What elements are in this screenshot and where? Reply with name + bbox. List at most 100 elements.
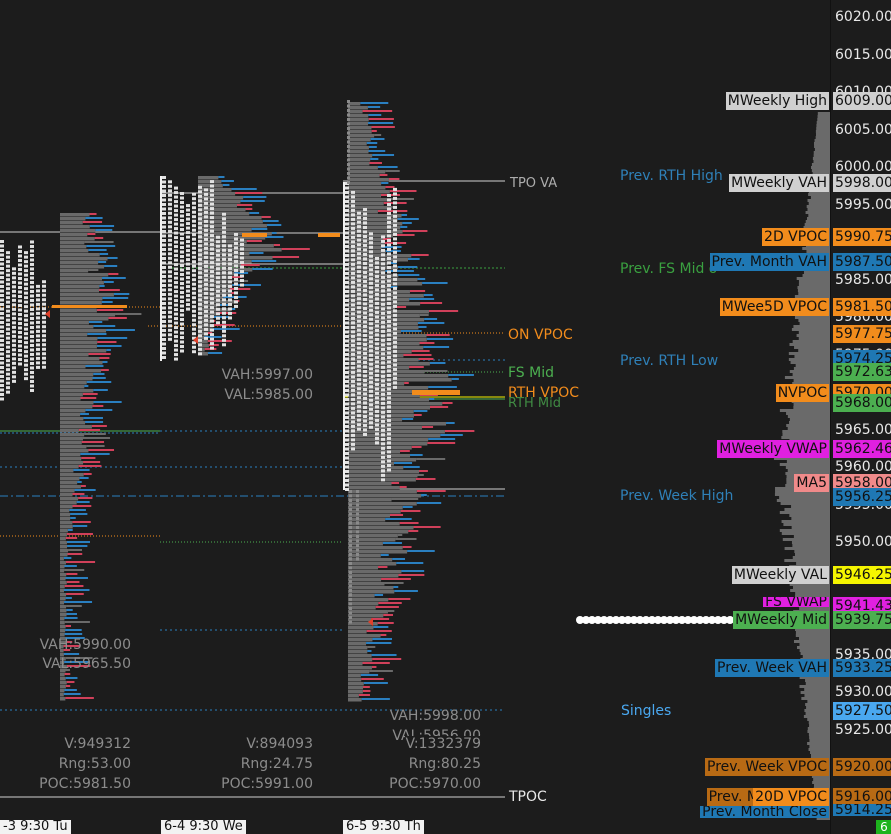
- day1-tpo: [24, 309, 28, 313]
- singles-dot: [690, 616, 698, 624]
- day1-tpo: [0, 325, 4, 329]
- day3-profile-bar: [348, 486, 400, 490]
- axis-price-tag: 5941.43: [833, 597, 891, 615]
- day3-tpo: [351, 307, 355, 311]
- day2-tpo: [192, 264, 196, 268]
- day2-tpo: [180, 286, 184, 290]
- day1-tpo: [36, 352, 40, 356]
- day2-tpo: [216, 244, 220, 248]
- day1-close-marker: [45, 310, 50, 318]
- composite-bar: [787, 469, 830, 472]
- day3-tpo: [351, 204, 355, 208]
- day3-tpo: [375, 346, 379, 350]
- singles-dot: [612, 616, 620, 624]
- day2-profile-bar: [198, 276, 233, 280]
- day2-tpo: [162, 351, 166, 355]
- day3-profile-bar: [348, 134, 375, 138]
- day3-profile-bar: [348, 154, 373, 158]
- day1-tpo: [18, 272, 22, 276]
- day3-profile-delta-bar: [428, 310, 459, 312]
- day3-tpo: [375, 351, 379, 355]
- day1-profile-delta-bar: [72, 505, 92, 507]
- day1-tpo: [42, 298, 46, 302]
- day3-tpo: [381, 433, 385, 437]
- day1-tpo: [42, 316, 46, 320]
- day2-tpo: [198, 226, 202, 230]
- day1-tpo: [24, 341, 28, 345]
- day3-tpo: [369, 326, 373, 330]
- composite-bar: [810, 196, 830, 199]
- day3-tpo: [381, 289, 385, 293]
- day3-tpo: [351, 433, 355, 437]
- day2-tpo: [210, 193, 214, 197]
- day2-tpo: [216, 249, 220, 253]
- day3-tpo: [369, 425, 373, 429]
- composite-bar: [803, 226, 830, 229]
- day3-singles: [349, 580, 352, 583]
- day2-tpo: [186, 217, 190, 221]
- day3-tpo: [351, 393, 355, 397]
- day3-tpo: [387, 450, 391, 454]
- day3-tpo: [363, 212, 367, 216]
- day3-tpo: [381, 352, 385, 356]
- day3-tpo: [387, 193, 391, 197]
- day3-tpo: [345, 483, 349, 487]
- day1-profile-bar: [60, 681, 67, 685]
- time-axis[interactable]: -3 9:30 Tu 6-4 9:30 We 6-5 9:30 Th: [0, 820, 830, 834]
- day3-profile-delta-bar: [400, 450, 410, 452]
- composite-bar: [805, 682, 830, 685]
- day2-profile-delta-bar: [251, 260, 277, 262]
- day3-profile-delta-bar: [398, 574, 425, 576]
- day3-profile-bar: [348, 398, 430, 402]
- day2-tpo: [174, 276, 178, 280]
- day3-singles: [349, 557, 352, 561]
- day3-tpo: [357, 364, 361, 368]
- day2-tpo: [192, 219, 196, 223]
- day3-tpo: [387, 418, 391, 422]
- day3-profile-bar: [348, 582, 385, 586]
- composite-bar: [812, 157, 830, 160]
- day2-tpo: [216, 321, 220, 325]
- day2-tpo: [162, 207, 166, 211]
- day3-tpo: [387, 423, 391, 427]
- day3-tpo: [381, 248, 385, 252]
- day1-profile-bar: [60, 453, 81, 457]
- composite-bar: [796, 646, 830, 649]
- day1-profile-bar: [60, 497, 79, 501]
- composite-bar: [804, 223, 830, 226]
- day2-profile-bar: [198, 236, 266, 240]
- composite-bar: [795, 628, 830, 631]
- day2-profile-delta-bar: [204, 336, 222, 338]
- day2-profile-bar: [198, 312, 217, 316]
- day3-profile-delta-bar: [392, 234, 415, 236]
- day3-profile-bar: [348, 202, 384, 206]
- day3-tpo: [387, 216, 391, 220]
- day3-singles: [349, 575, 352, 579]
- day3-singles: [356, 553, 359, 556]
- day3-profile-delta-bar: [399, 486, 407, 488]
- price-axis[interactable]: 6020.006015.006010.006005.006000.005995.…: [830, 0, 891, 834]
- day2-tpo: [222, 298, 226, 302]
- day1-tpo: [12, 321, 16, 325]
- day3-tpo: [381, 473, 385, 477]
- day3-tpo: [357, 315, 361, 319]
- day2-tpo: [210, 292, 214, 296]
- day3-tpo: [375, 319, 379, 323]
- day1-tpo: [30, 325, 34, 329]
- day3-profile-bar: [348, 214, 402, 218]
- day1-profile-delta-bar: [73, 469, 90, 471]
- day1-profile-bar: [60, 357, 100, 361]
- day3-tpo: [369, 380, 373, 384]
- day3-singles: [349, 553, 352, 556]
- day3-profile-delta-bar: [363, 682, 388, 684]
- axis-price-tag: 5939.75: [833, 611, 891, 629]
- day2-tpo: [192, 345, 196, 349]
- day2-tpo: [234, 232, 238, 236]
- day3-tpo: [387, 432, 391, 436]
- market-profile-chart[interactable]: [0, 0, 830, 820]
- day2-tpo: [192, 323, 196, 327]
- composite-bar: [815, 136, 830, 139]
- day2-tpo: [240, 261, 244, 265]
- day1-profile-bar: [60, 597, 66, 601]
- day2-tpo: [210, 247, 214, 251]
